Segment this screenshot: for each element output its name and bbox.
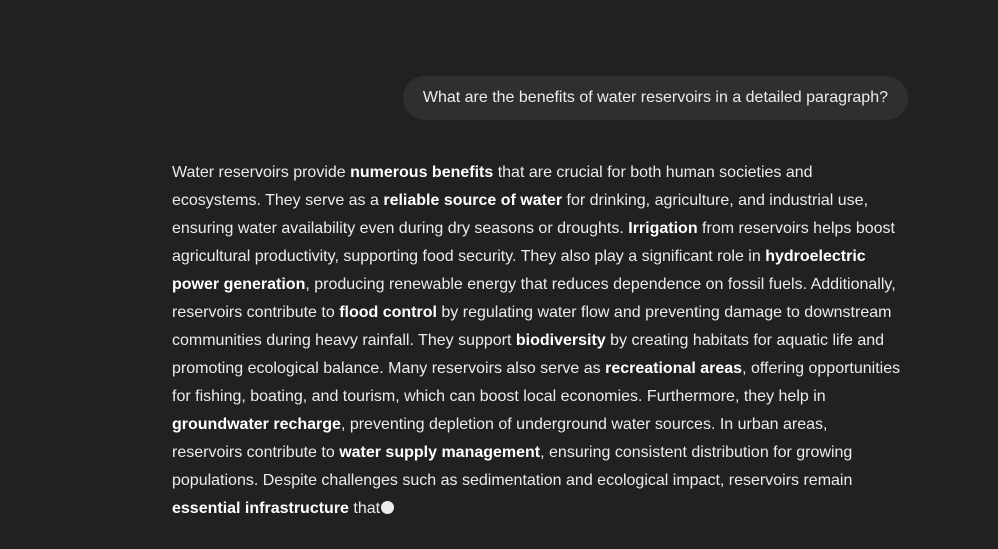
assistant-message-text: Water reservoirs provide numerous benefi… (172, 164, 900, 517)
bold-term: reliable source of water (383, 192, 563, 209)
streaming-cursor-icon (381, 501, 395, 514)
text-segment: , offering opportunities for fishing, bo… (172, 360, 901, 405)
text-segment: for drinking, agriculture, and industria… (172, 192, 869, 237)
user-message-text: What are the benefits of water reservoir… (422, 89, 888, 106)
text-segment: Water reservoirs provide (172, 164, 351, 181)
bold-term: flood control (339, 304, 437, 321)
text-segment: , preventing depletion of underground wa… (172, 416, 828, 461)
text-segment: by regulating water flow and preventing … (172, 304, 892, 349)
text-segment: , ensuring consistent distribution for g… (172, 444, 853, 489)
bold-term: Irrigation (628, 220, 698, 237)
text-segment: that are crucial for both human societie… (172, 164, 813, 209)
text-segment: by creating habitats for aquatic life an… (172, 332, 885, 377)
bold-term: recreational areas (605, 360, 743, 377)
text-segment: from reservoirs helps boost agricultural… (172, 220, 895, 265)
bold-term: biodiversity (515, 332, 606, 349)
bold-term: groundwater recharge (172, 416, 341, 433)
bold-term: essential infrastructure (172, 500, 349, 517)
text-segment: , producing renewable energy that reduce… (172, 276, 896, 321)
bold-term: hydroelectric power generation (172, 248, 866, 293)
user-message-bubble: What are the benefits of water reservoir… (402, 76, 908, 120)
text-segment: that (348, 500, 381, 517)
bold-term: water supply management (339, 444, 541, 461)
bold-term: numerous benefits (350, 164, 494, 181)
assistant-message: Water reservoirs provide numerous benefi… (172, 159, 902, 523)
